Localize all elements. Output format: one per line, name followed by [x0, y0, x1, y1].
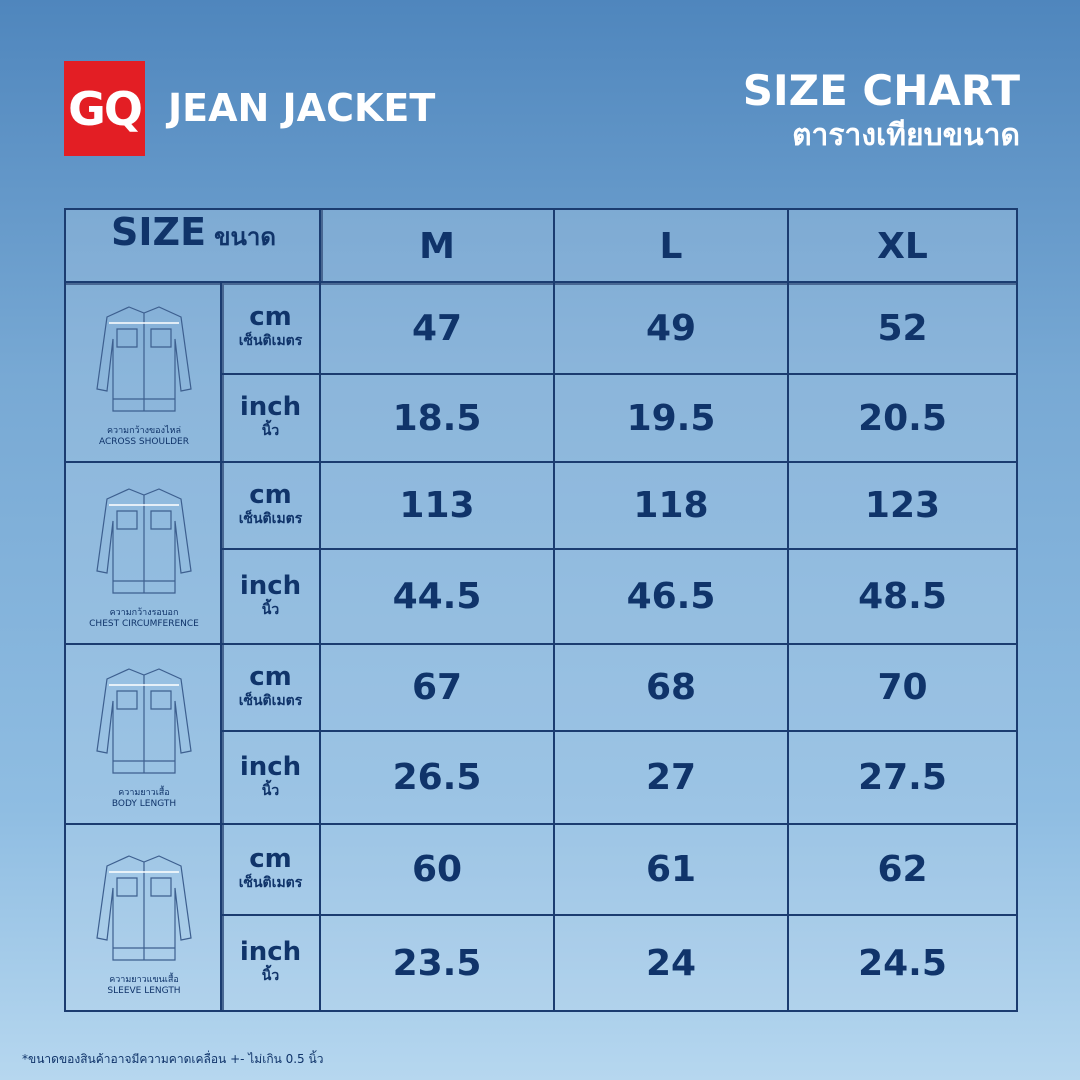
measure-label-thai: ความยาวแขนเสื้อ	[109, 975, 179, 985]
subtitle: ตารางเทียบขนาด	[792, 118, 1020, 153]
unit-cell: inch นิ้ว	[220, 548, 321, 645]
size-value: 20.5	[787, 373, 1018, 463]
footnote: *ขนาดของสินค้าอาจมีความคาดเคลื่อน +- ไม่…	[22, 1052, 324, 1066]
size-value: 52	[787, 281, 1018, 375]
unit-cell: cm เซ็นติเมตร	[220, 461, 321, 550]
product-name: JEAN JACKET	[168, 86, 436, 130]
unit: cm	[249, 479, 292, 510]
size-value: 67	[319, 643, 555, 732]
jacket-icon	[89, 661, 199, 785]
size-header: XL	[787, 208, 1018, 285]
measure-label: BODY LENGTH	[111, 799, 177, 809]
unit-cell: inch นิ้ว	[220, 373, 321, 463]
size-value: 60	[319, 823, 555, 916]
header-cell: SIZE ขนาด	[64, 208, 323, 285]
size-value: 47	[319, 281, 555, 375]
unit-cell: cm เซ็นติเมตร	[220, 281, 321, 375]
unit-thai: เซ็นติเมตร	[238, 874, 303, 891]
size-value: 46.5	[553, 548, 789, 645]
unit: cm	[249, 843, 292, 874]
size-value: 44.5	[319, 548, 555, 645]
unit-thai: เซ็นติเมตร	[238, 333, 303, 349]
size-label: SIZE	[111, 210, 207, 254]
measure-label: SLEEVE LENGTH	[107, 986, 181, 996]
unit: inch	[239, 751, 302, 782]
size-value: 62	[787, 823, 1018, 916]
title: SIZE CHART	[742, 66, 1020, 115]
size-value: 118	[553, 461, 789, 550]
unit-cell: inch นิ้ว	[220, 730, 321, 825]
jacket-icon	[89, 299, 199, 423]
unit-thai: นิ้ว	[261, 968, 280, 984]
unit-cell: cm เซ็นติเมตร	[220, 643, 321, 732]
size-value: 19.5	[553, 373, 789, 463]
measure-label: ACROSS SHOULDER	[99, 437, 189, 447]
logo: GQ	[64, 61, 145, 156]
size-value: 113	[319, 461, 555, 550]
measure-label-thai: ความกว้างรอบอก	[109, 608, 179, 618]
size-value: 61	[553, 823, 789, 916]
illustration-cell: ความกว้างของไหล่ ACROSS SHOULDER	[64, 281, 224, 463]
size-value: 23.5	[319, 914, 555, 1012]
size-value: 18.5	[319, 373, 555, 463]
size-value: 123	[787, 461, 1018, 550]
size-value: 27.5	[787, 730, 1018, 825]
unit-cell: cm เซ็นติเมตร	[220, 823, 321, 916]
size-value: 70	[787, 643, 1018, 732]
size-header: M	[319, 208, 555, 285]
unit-thai: นิ้ว	[261, 601, 280, 618]
size-value: 24.5	[787, 914, 1018, 1012]
unit-thai: นิ้ว	[261, 782, 280, 799]
unit-thai: นิ้ว	[261, 423, 280, 439]
unit: cm	[249, 302, 292, 332]
unit: inch	[239, 570, 302, 601]
measure-label-thai: ความกว้างของไหล่	[107, 426, 181, 436]
size-value: 49	[553, 281, 789, 375]
unit-thai: เซ็นติเมตร	[238, 692, 303, 709]
measure-label: CHEST CIRCUMFERENCE	[89, 619, 199, 629]
size-value: 68	[553, 643, 789, 732]
size-label-thai: ขนาด	[214, 223, 276, 251]
jacket-icon	[89, 848, 199, 972]
size-value: 27	[553, 730, 789, 825]
unit: cm	[249, 661, 292, 692]
unit: inch	[239, 937, 302, 967]
illustration-cell: ความยาวเสื้อ BODY LENGTH	[64, 643, 224, 825]
measure-label-thai: ความยาวเสื้อ	[118, 788, 170, 798]
size-value: 48.5	[787, 548, 1018, 645]
unit: inch	[239, 392, 302, 422]
size-value: 24	[553, 914, 789, 1012]
jacket-icon	[89, 481, 199, 605]
size-value: 26.5	[319, 730, 555, 825]
illustration-cell: ความกว้างรอบอก CHEST CIRCUMFERENCE	[64, 461, 224, 645]
unit-thai: เซ็นติเมตร	[238, 510, 303, 527]
unit-cell: inch นิ้ว	[220, 914, 321, 1012]
size-header: L	[553, 208, 789, 285]
illustration-cell: ความยาวแขนเสื้อ SLEEVE LENGTH	[64, 823, 224, 1012]
